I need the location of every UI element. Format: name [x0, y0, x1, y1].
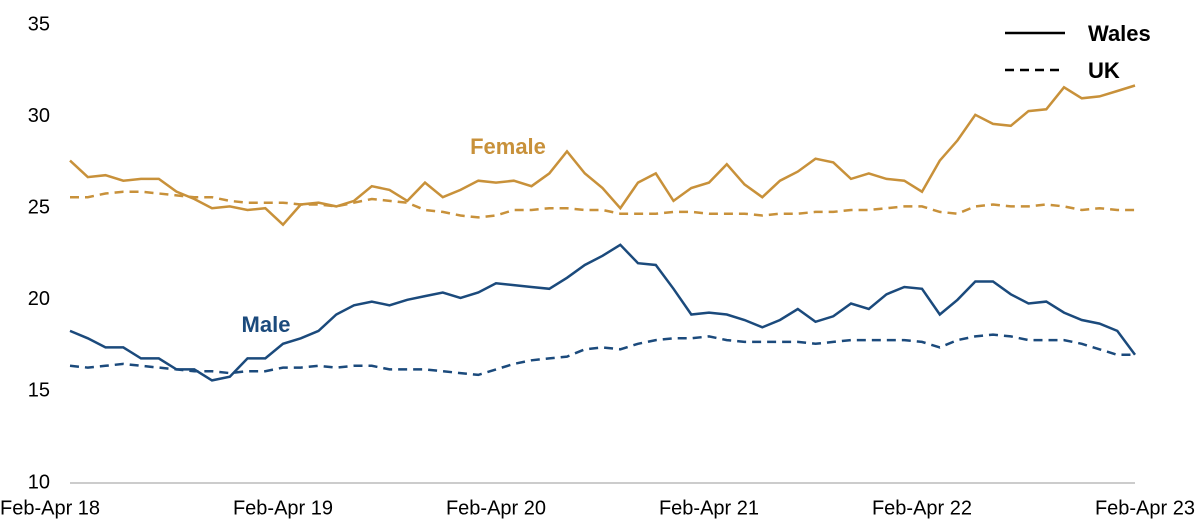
legend-label: Wales: [1088, 21, 1151, 46]
y-tick-label: 30: [28, 105, 50, 127]
x-tick-label: Feb-Apr 18: [0, 497, 100, 519]
x-tick-label: Feb-Apr 21: [659, 497, 759, 519]
y-tick-label: 10: [28, 471, 50, 493]
series-line: [69, 84, 1136, 227]
y-tick-label: 20: [28, 288, 50, 310]
series-line: [69, 243, 1137, 382]
x-tick-label: Feb-Apr 22: [872, 497, 972, 519]
annotation: Male: [242, 312, 291, 337]
x-tick-label: Feb-Apr 20: [446, 497, 546, 519]
annotation: Female: [470, 134, 546, 159]
series-line: [70, 190, 1135, 219]
y-tick-label: 25: [28, 196, 50, 218]
x-tick-label: Feb-Apr 23: [1095, 497, 1195, 519]
y-tick-label: 15: [28, 380, 50, 402]
legend-label: UK: [1088, 58, 1120, 83]
series-line: [69, 333, 1135, 377]
y-tick-label: 35: [28, 13, 50, 35]
x-tick-label: Feb-Apr 19: [233, 497, 333, 519]
